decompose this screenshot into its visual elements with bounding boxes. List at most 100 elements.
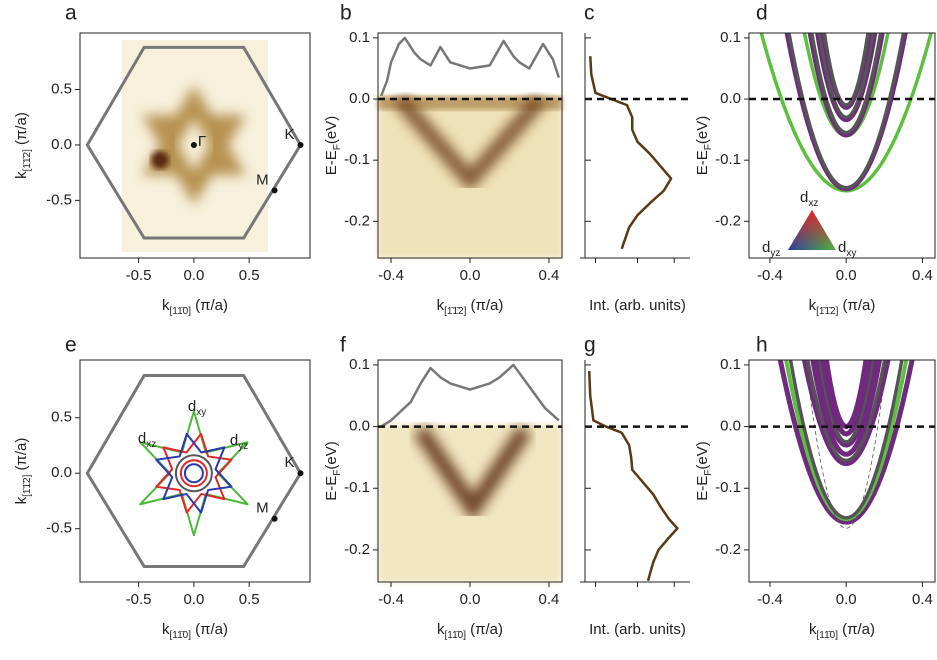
x-tick-label: 0.0 <box>836 591 857 608</box>
panel-label: d <box>756 2 768 25</box>
band <box>805 360 888 529</box>
orbital-label-sub: yz <box>238 441 248 452</box>
y-tick-label: 0.5 <box>51 409 72 426</box>
y-tick-label: -0.1 <box>344 479 370 496</box>
band <box>805 360 887 463</box>
y-axis-title: E-EF(eV) <box>694 441 714 500</box>
x-axis-title: Int. (arb. units) <box>589 297 686 314</box>
x-axis-title-sub: [1̄1̄2] <box>816 306 838 317</box>
y-axis-title-main: E-E <box>323 476 340 501</box>
y-axis-title-unit: (eV) <box>694 441 711 469</box>
x-axis-title-main: k <box>437 621 445 638</box>
y-tick-label: -0.5 <box>46 191 72 208</box>
band <box>787 33 906 190</box>
y-tick-label: 0.1 <box>720 29 741 46</box>
panel-label: e <box>65 334 77 357</box>
panel-label: a <box>65 2 77 25</box>
y-tick-label: -0.2 <box>344 541 370 558</box>
frame <box>748 32 936 259</box>
brillouin-zone <box>85 45 303 240</box>
x-tick-label: 0.4 <box>539 591 560 608</box>
band <box>801 360 891 467</box>
edc-profile <box>587 371 679 582</box>
band <box>817 33 875 120</box>
band <box>823 360 869 430</box>
y-tick-label: 0.1 <box>349 29 370 46</box>
fermi-contour <box>155 432 233 514</box>
edc-profile <box>589 56 673 250</box>
band <box>814 360 878 448</box>
panel-label: f <box>340 334 346 357</box>
x-tick-label: 0.5 <box>239 591 260 608</box>
frame <box>748 359 936 583</box>
x-tick-label: -0.4 <box>757 267 783 284</box>
band <box>818 360 875 444</box>
x-axis-title: k[11̄0] (π/a) <box>162 621 228 641</box>
orbital-triangle <box>788 210 836 250</box>
band <box>807 33 885 138</box>
x-tick-label: 0.0 <box>183 591 204 608</box>
plot-area <box>759 33 933 193</box>
y-axis-title-unit: (π/a) <box>13 438 30 475</box>
orbital-label-main: d <box>838 239 846 256</box>
k-point-label: M <box>256 500 269 517</box>
x-axis-title: k[1̄1̄2] (π/a) <box>809 297 876 317</box>
y-tick-label: -0.1 <box>715 151 741 168</box>
y-tick-label: -0.2 <box>344 212 370 229</box>
y-tick-label: -0.1 <box>715 479 741 496</box>
plot-area <box>777 360 915 529</box>
intensity-map-f <box>378 424 562 582</box>
k-point <box>297 470 304 477</box>
mdc-profile <box>379 36 561 97</box>
orbital-label: dxy <box>838 239 856 259</box>
band <box>820 360 873 437</box>
y-tick-label: 0.0 <box>51 464 72 481</box>
x-tick-label: -0.4 <box>757 591 783 608</box>
band <box>822 33 870 107</box>
x-tick-label: 0.5 <box>239 267 260 284</box>
x-axis-title-main: k <box>437 297 445 314</box>
x-axis-title-sub: [11̄0] <box>444 630 466 641</box>
orbital-label-main: d <box>138 430 146 447</box>
band <box>820 33 872 110</box>
x-axis-title-main: k <box>162 297 170 314</box>
x-axis-title-sub: [11̄0] <box>169 306 191 317</box>
x-tick-label: 0.4 <box>539 267 560 284</box>
y-axis-title-main: E-E <box>694 150 711 175</box>
y-axis-title: E-EF(eV) <box>323 441 343 500</box>
frame <box>79 32 311 259</box>
x-axis-title-unit: (π/a) <box>838 621 875 638</box>
x-tick-label: -0.4 <box>378 591 404 608</box>
orbital-label: dyz <box>230 432 248 452</box>
band <box>810 360 883 457</box>
x-axis-title-sub: [11̄0] <box>816 630 838 641</box>
x-tick-label: -0.4 <box>378 267 404 284</box>
y-tick-label: 0.1 <box>349 356 370 373</box>
x-axis-title-sub: [1̄1̄2] <box>444 306 466 317</box>
x-axis-title-main: k <box>809 297 817 314</box>
x-tick-label: 0.4 <box>912 267 933 284</box>
y-axis-title: E-EF(eV) <box>694 116 714 175</box>
x-tick-label: 0.4 <box>912 591 933 608</box>
intensity-map-b <box>378 94 562 258</box>
y-axis-title-sub: [1̄1̄2] <box>22 474 33 496</box>
x-tick-label: -0.5 <box>126 267 152 284</box>
x-axis-title: k[11̄0] (π/a) <box>437 621 503 641</box>
plot-area <box>379 36 561 97</box>
x-axis-title-unit: (π/a) <box>191 621 228 638</box>
panel-label: c <box>584 2 595 25</box>
x-tick-label: 0.0 <box>836 267 857 284</box>
orbital-label-main: d <box>230 432 238 449</box>
x-axis-title: k[1̄1̄2] (π/a) <box>437 297 504 317</box>
x-axis-title-main: k <box>809 621 817 638</box>
frame <box>79 359 311 583</box>
k-point-label: M <box>256 171 269 188</box>
band <box>788 360 904 520</box>
orbital-label-sub: xz <box>808 198 818 209</box>
y-axis-title-unit: (π/a) <box>13 112 30 149</box>
y-axis-title-unit: (eV) <box>694 116 711 144</box>
y-tick-label: 0.5 <box>51 80 72 97</box>
orbital-label-main: d <box>762 239 770 256</box>
orbital-label-sub: xy <box>846 248 856 259</box>
x-axis-title-main: k <box>162 621 170 638</box>
